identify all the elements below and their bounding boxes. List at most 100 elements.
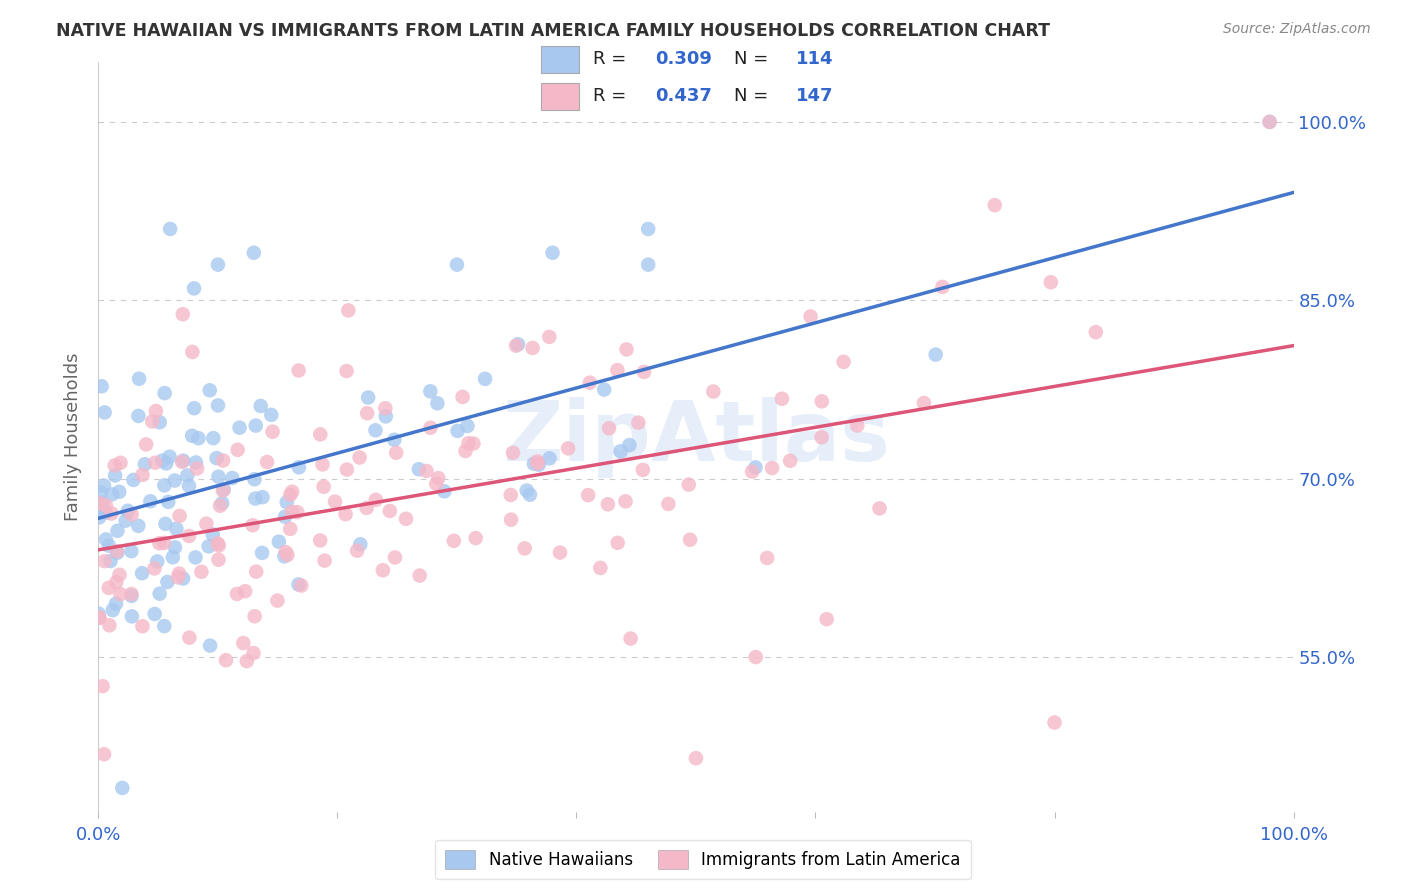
Point (262, 425, 284, 439)
Point (346, 543, 368, 558)
Point (522, 341, 544, 355)
Point (314, 553, 336, 567)
Point (179, 631, 201, 645)
Point (505, 339, 527, 353)
Point (685, 751, 707, 765)
Point (201, 527, 224, 541)
Point (104, 468, 127, 483)
Point (114, 514, 136, 528)
Point (285, 505, 308, 519)
Point (197, 539, 219, 553)
Legend: Native Hawaiians, Immigrants from Latin America: Native Hawaiians, Immigrants from Latin … (436, 840, 970, 880)
Point (408, 568, 430, 582)
Point (250, 546, 273, 560)
Point (100, 507, 122, 521)
Point (425, 476, 447, 491)
Point (165, 522, 187, 536)
Point (134, 457, 156, 471)
Point (243, 245, 266, 260)
Point (176, 468, 198, 483)
Point (177, 529, 200, 543)
Point (538, 451, 561, 466)
Point (252, 490, 274, 504)
Point (157, 495, 180, 509)
Point (446, 258, 468, 272)
Point (276, 495, 298, 509)
Point (153, 536, 176, 550)
Point (120, 544, 142, 558)
Point (427, 471, 450, 485)
Point (177, 479, 200, 493)
Point (101, 487, 124, 501)
Point (463, 436, 485, 450)
Point (105, 597, 128, 611)
Point (108, 567, 131, 582)
Point (364, 423, 387, 437)
Text: 147: 147 (796, 87, 834, 105)
Point (426, 396, 449, 410)
Point (183, 281, 205, 295)
Point (155, 457, 177, 471)
Point (100, 554, 122, 568)
Point (756, 551, 779, 566)
Point (274, 545, 297, 559)
Point (371, 563, 394, 577)
Point (349, 537, 371, 551)
Point (93, 747, 115, 762)
Point (101, 603, 124, 617)
Point (121, 508, 143, 522)
Point (149, 415, 172, 429)
Point (419, 384, 441, 399)
Text: R =: R = (593, 50, 631, 68)
Point (815, 612, 838, 626)
Point (127, 518, 149, 533)
Point (243, 472, 266, 486)
Point (499, 513, 522, 527)
Point (869, 501, 891, 516)
Point (526, 454, 548, 468)
Y-axis label: Family Households: Family Households (65, 353, 83, 521)
Point (148, 536, 170, 550)
Point (146, 554, 169, 568)
Point (242, 646, 264, 660)
Point (187, 431, 209, 445)
Point (557, 442, 579, 456)
Point (207, 469, 229, 483)
Point (207, 552, 229, 566)
Point (181, 345, 204, 359)
Point (349, 450, 371, 465)
Point (378, 504, 401, 518)
Point (637, 258, 659, 272)
Point (451, 390, 474, 404)
Point (190, 565, 212, 579)
Point (198, 639, 221, 653)
Point (87, 611, 110, 625)
Point (456, 418, 478, 433)
Point (110, 587, 132, 601)
Point (172, 307, 194, 321)
Point (589, 561, 612, 575)
Text: 0.437: 0.437 (655, 87, 711, 105)
Point (121, 589, 143, 603)
Point (155, 516, 177, 531)
Point (1084, 325, 1107, 339)
Point (150, 453, 173, 467)
Point (415, 464, 437, 478)
FancyBboxPatch shape (541, 45, 579, 73)
Point (578, 376, 600, 390)
Point (93, 405, 115, 419)
Point (159, 222, 181, 236)
Point (243, 609, 266, 624)
Point (143, 456, 166, 470)
Point (274, 509, 297, 524)
Point (245, 565, 267, 579)
Point (202, 431, 225, 445)
Point (931, 280, 953, 294)
Point (702, 384, 724, 399)
Point (121, 609, 143, 624)
Point (139, 494, 162, 508)
Point (122, 473, 145, 487)
Point (1258, 115, 1281, 129)
Point (205, 451, 228, 466)
Point (163, 474, 186, 488)
